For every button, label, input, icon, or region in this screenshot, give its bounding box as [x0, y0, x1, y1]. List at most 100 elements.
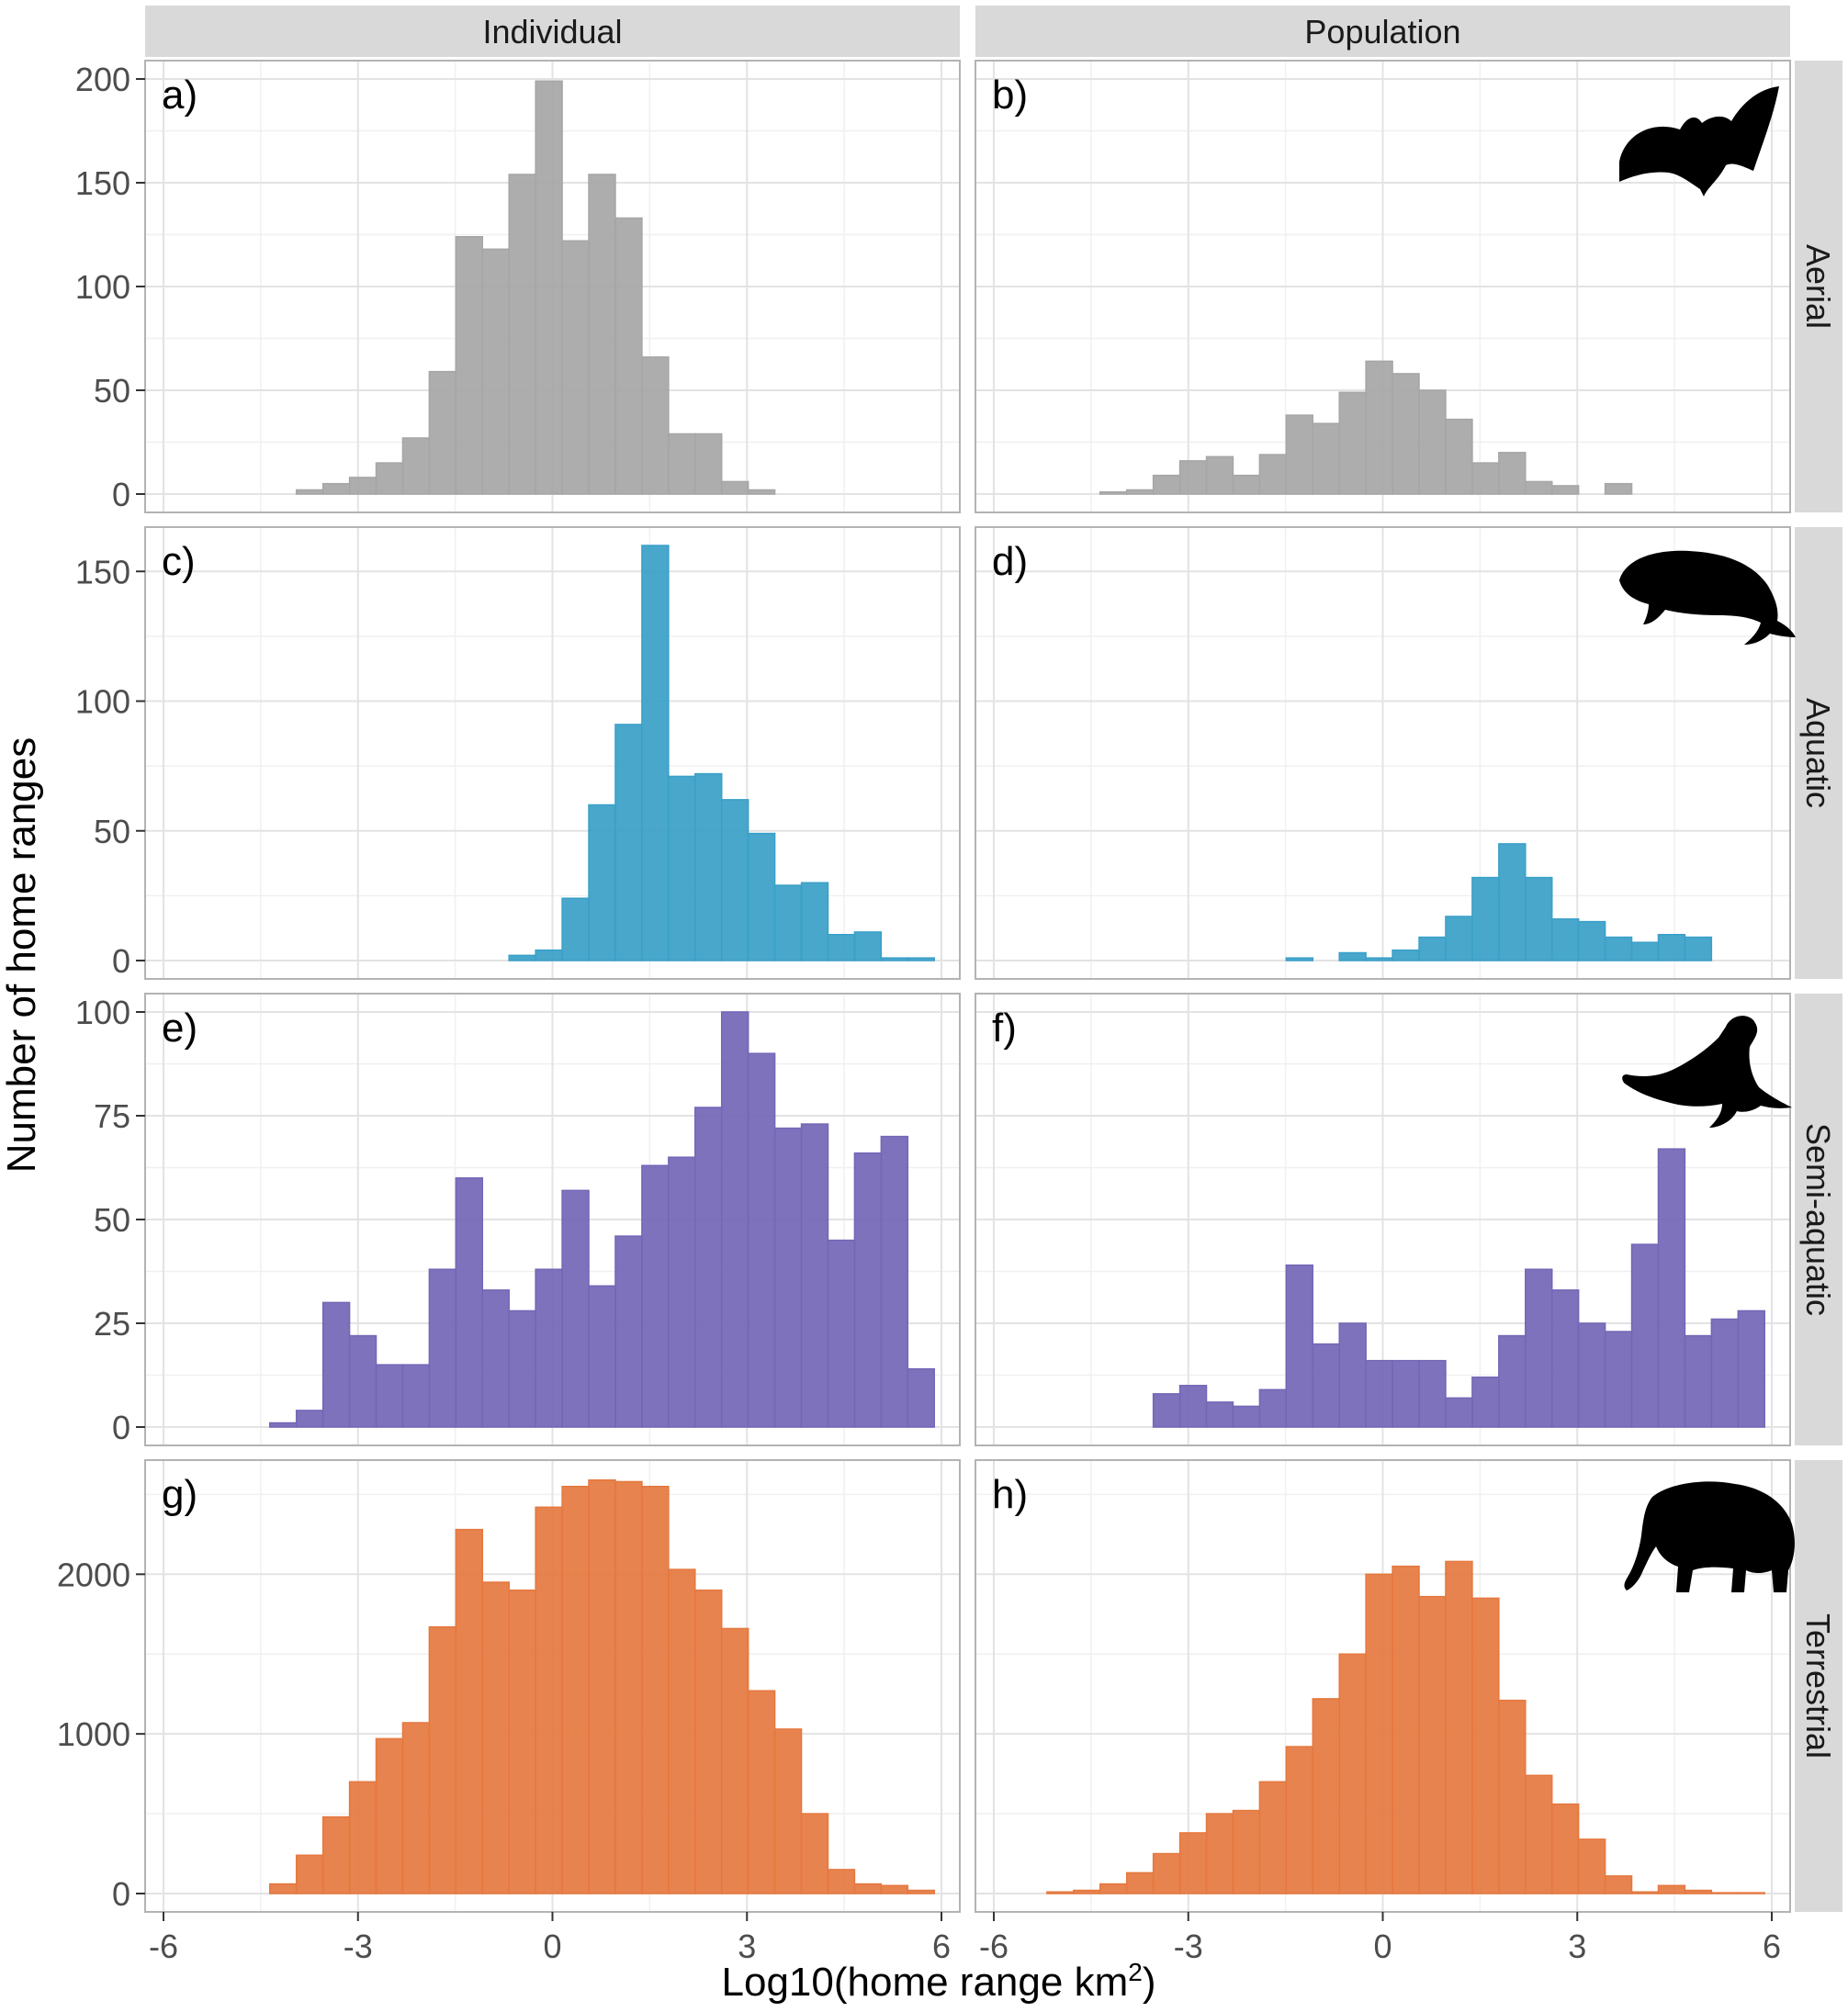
histogram-bar: [481, 1289, 510, 1428]
histogram-bar: [375, 462, 404, 495]
histogram-bar: [1445, 1560, 1473, 1894]
row-strip: [1795, 1460, 1842, 1912]
elephant-icon: [1624, 1481, 1795, 1592]
histogram-bar: [1604, 1875, 1633, 1894]
histogram-bar: [907, 1889, 935, 1894]
histogram-bar: [1232, 1809, 1261, 1894]
histogram-bar: [1392, 1565, 1420, 1894]
y-tick-label: 25: [94, 1305, 130, 1343]
histogram-bar: [1205, 1813, 1234, 1894]
histogram-bar: [1418, 1359, 1447, 1428]
histogram-bar: [1498, 452, 1527, 495]
panel-tag: e): [162, 1006, 197, 1051]
histogram-bar: [1152, 1852, 1181, 1894]
histogram-bar: [1285, 414, 1314, 495]
histogram-bar: [508, 954, 536, 961]
histogram-bar: [747, 832, 776, 961]
panel-tag: f): [992, 1006, 1017, 1051]
histogram-bar: [321, 1815, 351, 1894]
histogram-bar: [720, 799, 749, 961]
histogram-bar: [773, 884, 803, 961]
histogram-bar: [1604, 1331, 1633, 1428]
y-tick-label: 200: [75, 61, 130, 98]
panel: c) 0 50 100 150: [75, 526, 961, 980]
x-tick-label: 6: [1763, 1928, 1781, 1965]
histogram-bar: [1365, 360, 1393, 495]
histogram-bar: [720, 480, 749, 495]
histogram-bar: [853, 1152, 883, 1428]
histogram-bar: [1577, 1838, 1606, 1894]
histogram-bar: [1152, 1393, 1181, 1428]
histogram-bar: [295, 1854, 324, 1894]
histogram-bar: [1684, 1889, 1713, 1894]
histogram-bar: [1657, 1148, 1686, 1428]
histogram-bar: [321, 482, 351, 495]
x-tick-label: -6: [979, 1928, 1009, 1965]
row-strip: [1795, 994, 1842, 1445]
histogram-bar: [1073, 1889, 1101, 1894]
bat-shape: [1619, 86, 1779, 197]
histogram-bar: [1418, 1595, 1447, 1894]
histogram-bars: [295, 80, 776, 495]
histogram-bar: [827, 1869, 856, 1894]
histogram-bar: [1418, 936, 1447, 961]
histogram-bar: [455, 1528, 484, 1894]
histogram-bar: [561, 1189, 590, 1428]
histogram-bar: [1604, 936, 1633, 961]
histogram-bar: [1525, 480, 1553, 495]
column-strip: [975, 6, 1790, 57]
histogram-bar: [773, 1728, 803, 1894]
histogram-bar: [588, 174, 616, 495]
row-strip-label: Aquatic: [1799, 698, 1837, 808]
histogram-bar: [1445, 418, 1473, 495]
histogram-bar: [1471, 1377, 1500, 1428]
histogram-bar: [614, 724, 643, 961]
histogram-bar: [1152, 474, 1181, 495]
histogram-bar: [561, 240, 590, 495]
histogram-bar: [535, 1268, 563, 1428]
y-tick-label: 2000: [57, 1556, 130, 1593]
panel-border: [144, 526, 961, 980]
histogram-bar: [561, 1485, 590, 1894]
panel: e) 0 25 50 75 100: [75, 993, 961, 1446]
histogram-bar: [1285, 1746, 1314, 1894]
y-tick-label: 150: [75, 164, 130, 202]
histogram-bars: [1099, 360, 1633, 495]
y-tick-label: 50: [94, 813, 130, 850]
histogram-bar: [907, 1367, 935, 1428]
histogram-bar: [1258, 1781, 1288, 1894]
histogram-bar: [1525, 1268, 1553, 1428]
histogram-bar: [1125, 489, 1155, 495]
histogram-bar: [1232, 1405, 1261, 1428]
histogram-bar: [1046, 1891, 1075, 1894]
histogram-bar: [1550, 1289, 1580, 1428]
histogram-bar: [428, 370, 457, 495]
histogram-bar: [1630, 1891, 1660, 1894]
histogram-bar: [1684, 936, 1713, 961]
x-axis-title-superscript: 2: [1128, 1958, 1143, 1986]
histogram-bar: [800, 1813, 829, 1894]
histogram-bar: [535, 80, 563, 495]
histogram-bar: [1604, 482, 1633, 495]
histogram-bar: [508, 1589, 536, 1894]
histogram-bar: [1365, 957, 1393, 961]
histogram-bar: [1657, 1884, 1686, 1894]
panel-tag: a): [162, 73, 197, 118]
y-tick-label: 1000: [57, 1715, 130, 1753]
histogram-bar: [853, 931, 883, 961]
y-tick-label: 100: [75, 683, 130, 721]
panel: b): [975, 60, 1791, 513]
histogram-bar: [880, 957, 909, 961]
histogram-bar: [321, 1301, 351, 1428]
histogram-bar: [348, 1334, 377, 1428]
histogram-bar: [641, 1164, 670, 1428]
x-axis-title-main: Log10(home range km: [722, 1960, 1129, 2005]
histogram-bar: [614, 1235, 643, 1428]
histogram-bar: [694, 433, 723, 495]
histogram-bar: [827, 1239, 856, 1428]
histogram-bar: [269, 1422, 298, 1428]
panel: f): [975, 993, 1792, 1446]
histogram-bar: [1657, 934, 1686, 961]
histogram-bar: [694, 772, 723, 961]
histogram-bar: [1577, 1322, 1606, 1428]
